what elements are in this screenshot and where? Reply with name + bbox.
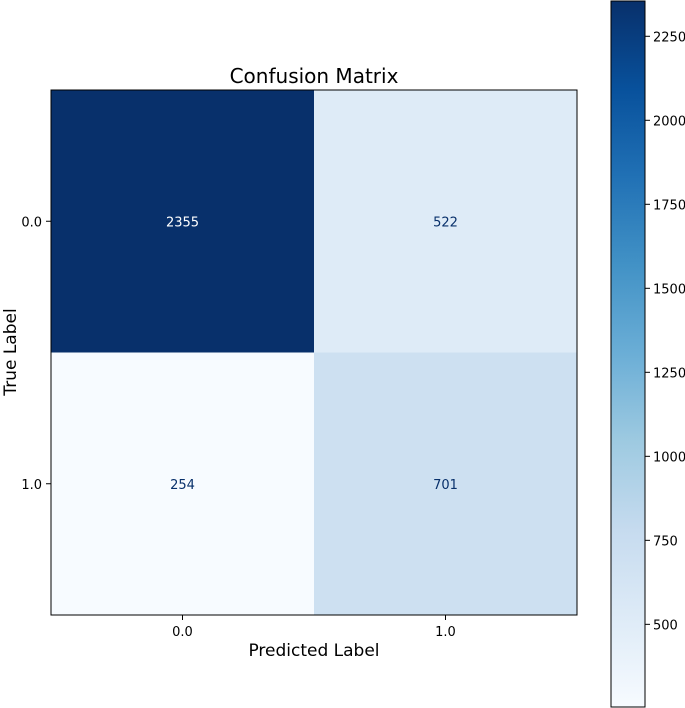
colorbar-tick-label: 500 [653,618,678,633]
x-tick-label: 0.0 [172,625,193,640]
plot-frame [50,89,578,616]
matrix-cell-labels: 2355 522 254 701 [166,215,458,493]
x-axis-ticks: 0.0 1.0 [172,615,456,640]
matrix-cell-r0-c0 [51,90,314,353]
colorbar-tick-label: 1500 [653,282,685,297]
chart-title: Confusion Matrix [230,64,399,88]
x-tick-label: 1.0 [435,625,456,640]
cell-value-label: 522 [433,215,458,230]
colorbar-tick-label: 2250 [653,30,685,45]
colorbar [610,0,646,708]
colorbar-tick-label: 2000 [653,114,685,129]
x-axis-label: Predicted Label [248,641,379,661]
y-tick-label: 1.0 [21,478,42,493]
y-tick-label: 0.0 [21,215,42,230]
cell-value-label: 2355 [166,215,199,230]
colorbar-tick-label: 750 [653,534,678,549]
cell-value-label: 701 [433,478,458,493]
matrix-cell-r1-c0 [51,352,314,615]
matrix-cells [51,90,577,615]
colorbar-ticks: 500 750 1000 1250 1500 1750 2000 2250 [645,30,685,633]
colorbar-tick-label: 1250 [653,366,685,381]
y-axis-label: True Label [1,308,21,396]
colorbar-tick-label: 1750 [653,198,685,213]
matrix-cell-r1-c1 [314,352,577,615]
y-axis-ticks: 0.0 1.0 [21,215,51,493]
matrix-cell-r0-c1 [314,90,577,353]
cell-value-label: 254 [170,478,195,493]
colorbar-tick-label: 1000 [653,450,685,465]
